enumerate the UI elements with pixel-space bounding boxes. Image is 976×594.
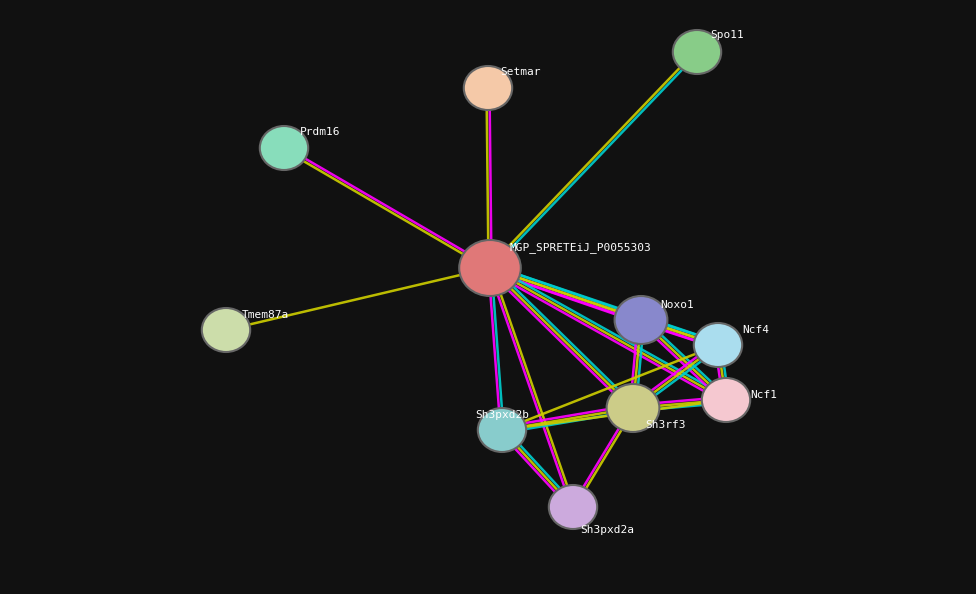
- Ellipse shape: [607, 384, 660, 432]
- Ellipse shape: [549, 485, 597, 529]
- Ellipse shape: [672, 30, 721, 74]
- Text: Prdm16: Prdm16: [300, 127, 341, 137]
- Ellipse shape: [260, 126, 308, 170]
- Ellipse shape: [478, 408, 526, 452]
- Text: MGP_SPRETEiJ_P0055303: MGP_SPRETEiJ_P0055303: [510, 242, 652, 254]
- Text: Sh3pxd2a: Sh3pxd2a: [580, 525, 634, 535]
- Text: Sh3pxd2b: Sh3pxd2b: [475, 410, 529, 420]
- Ellipse shape: [464, 66, 512, 110]
- Text: Ncf1: Ncf1: [750, 390, 777, 400]
- Ellipse shape: [202, 308, 250, 352]
- Text: Ncf4: Ncf4: [742, 325, 769, 335]
- Text: Tmem87a: Tmem87a: [242, 310, 289, 320]
- Text: Setmar: Setmar: [500, 67, 541, 77]
- Ellipse shape: [702, 378, 751, 422]
- Text: Sh3rf3: Sh3rf3: [645, 420, 685, 430]
- Ellipse shape: [459, 240, 521, 296]
- Text: Spo11: Spo11: [710, 30, 744, 40]
- Ellipse shape: [694, 323, 742, 367]
- Text: Noxo1: Noxo1: [660, 300, 694, 310]
- Ellipse shape: [615, 296, 668, 344]
